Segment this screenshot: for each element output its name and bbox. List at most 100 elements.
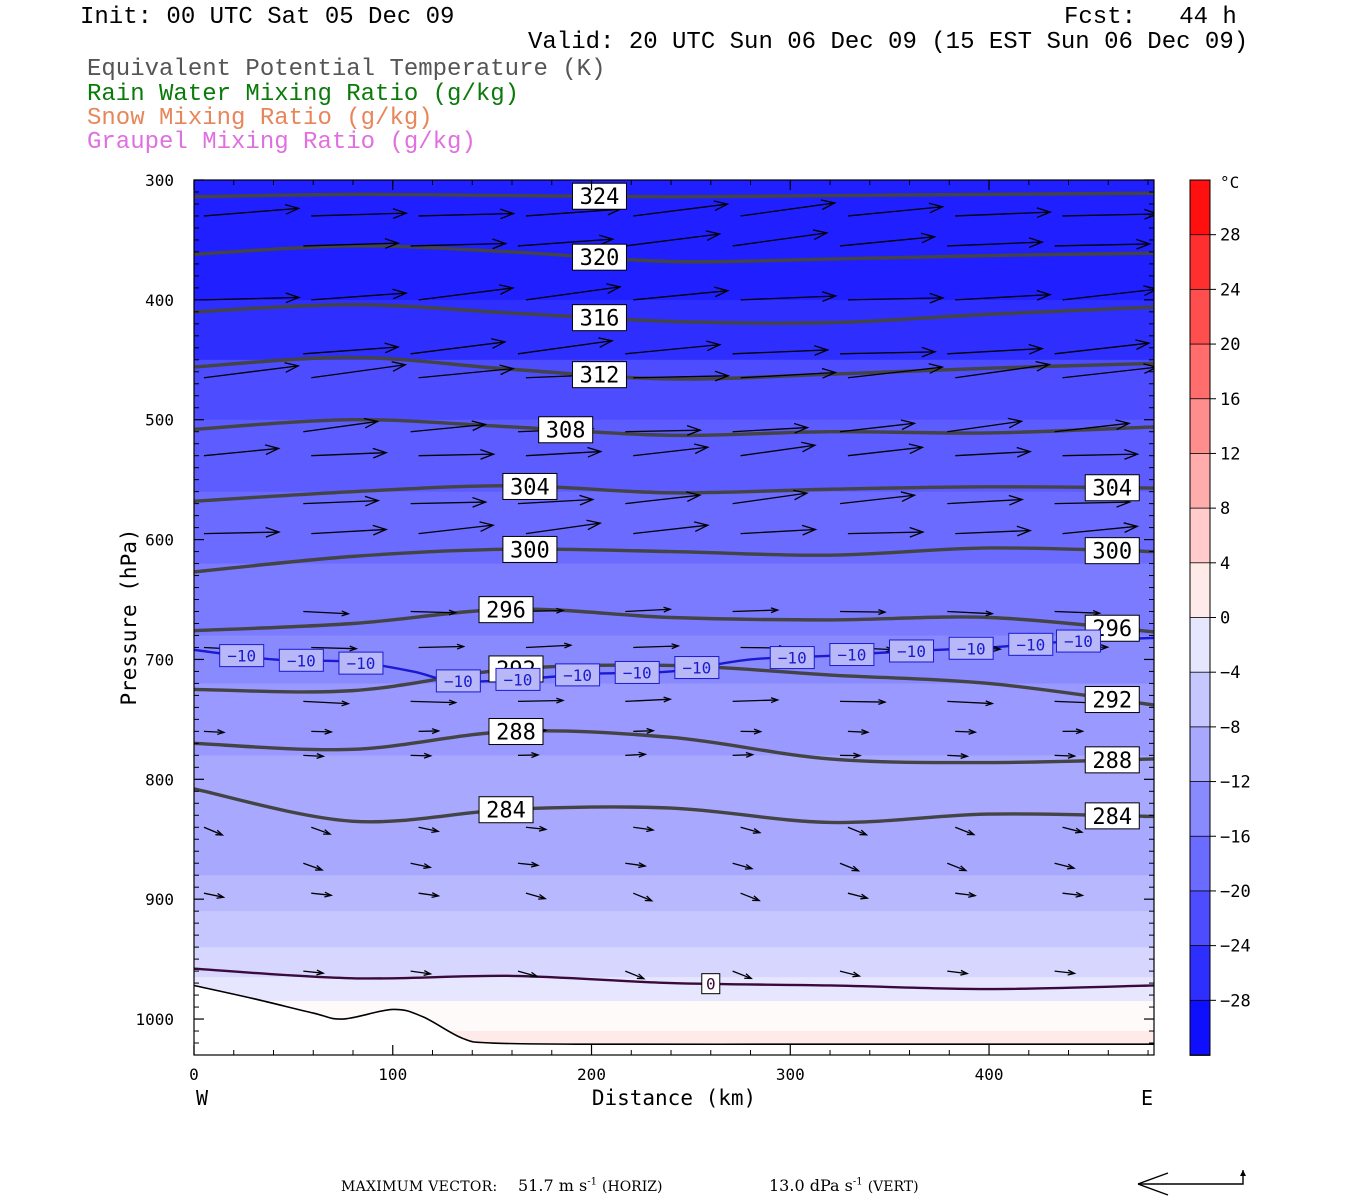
colorbar-tick-label: −12 bbox=[1220, 773, 1251, 793]
wind-vector-head bbox=[1075, 728, 1085, 735]
temperature-band bbox=[194, 875, 1154, 913]
isotherm-label-box bbox=[1008, 632, 1054, 656]
wind-vector-head bbox=[878, 698, 887, 705]
isotherm-label: −10 bbox=[837, 646, 866, 665]
wind-vector-head bbox=[1007, 417, 1024, 429]
wind-vector-head bbox=[770, 697, 780, 704]
wind-vector-head bbox=[472, 496, 488, 508]
wind-vector bbox=[740, 371, 836, 379]
wind-vector bbox=[625, 233, 720, 247]
isotherm-label: −10 bbox=[957, 639, 986, 658]
wind-vector-head bbox=[384, 238, 401, 249]
wind-vector bbox=[732, 492, 807, 505]
wind-vector bbox=[633, 892, 653, 902]
wind-vector-head bbox=[744, 863, 754, 870]
wind-vector bbox=[847, 297, 943, 301]
wind-vector bbox=[740, 202, 835, 217]
legend-graupel: Graupel Mixing Ratio (g/kg) bbox=[87, 129, 476, 156]
wind-vector-head bbox=[499, 364, 516, 376]
wind-vector-head bbox=[499, 284, 515, 295]
wind-vector-head bbox=[579, 494, 595, 506]
theta-e-contour bbox=[194, 191, 1154, 199]
wind-vector bbox=[410, 501, 486, 505]
plot-frame bbox=[193, 179, 1155, 1056]
wind-vector-head bbox=[324, 891, 334, 898]
wind-vector-head bbox=[1028, 237, 1045, 249]
wind-vector-head bbox=[928, 202, 945, 214]
wind-vector bbox=[203, 365, 299, 379]
wind-vector bbox=[525, 208, 621, 217]
wind-vector bbox=[839, 351, 935, 355]
colorbar-swatch bbox=[1189, 179, 1211, 236]
wind-vector bbox=[418, 645, 464, 649]
wind-vector bbox=[525, 450, 601, 457]
wind-vector-head bbox=[284, 204, 301, 215]
wind-vector-head bbox=[500, 208, 516, 220]
x-axis-label: Distance (km) bbox=[592, 1086, 756, 1110]
contour-label: 312 bbox=[580, 364, 620, 389]
wind-vector-head bbox=[480, 448, 496, 460]
wind-vector-head bbox=[1100, 644, 1110, 651]
y-tick-label: 400 bbox=[145, 291, 174, 310]
wind-vector-head bbox=[993, 645, 1003, 652]
wind-vector-head bbox=[538, 825, 548, 832]
temperature-band bbox=[194, 911, 1154, 949]
wind-vector-head bbox=[1123, 522, 1140, 533]
wind-vector bbox=[625, 698, 671, 703]
wind-vector bbox=[525, 286, 621, 301]
contour-label: 284 bbox=[1092, 805, 1132, 830]
wind-vector bbox=[517, 340, 613, 355]
wind-vector-head bbox=[909, 526, 925, 538]
wind-vector-head bbox=[1016, 446, 1033, 458]
colorbar-tick-label: −20 bbox=[1220, 882, 1251, 902]
isotherm-label-box bbox=[889, 639, 935, 663]
wind-vector-head bbox=[264, 444, 281, 456]
wind-vector bbox=[418, 453, 494, 457]
wind-vector bbox=[203, 826, 223, 836]
contour-labels: 3243203163123083043043003002962962922922… bbox=[219, 182, 1140, 995]
temperature-band bbox=[194, 359, 1154, 421]
wind-vector-head bbox=[770, 607, 780, 614]
wind-vector bbox=[947, 754, 968, 757]
wind-vector-head bbox=[341, 700, 351, 707]
colorbar-tick-label: 16 bbox=[1220, 390, 1240, 410]
wind-vector-head bbox=[324, 728, 334, 735]
wind-vector bbox=[625, 608, 671, 613]
wind-vector-head bbox=[284, 362, 301, 373]
wind-vector-head bbox=[821, 367, 838, 379]
wind-vector bbox=[303, 346, 399, 355]
wind-vector bbox=[1054, 243, 1150, 247]
wind-vector-head bbox=[349, 645, 359, 652]
colorbar-swatch bbox=[1189, 288, 1211, 345]
wind-vector bbox=[947, 862, 967, 872]
wind-vector-head bbox=[793, 489, 809, 501]
wind-vector bbox=[303, 610, 349, 615]
y-tick-label: 900 bbox=[145, 890, 174, 909]
contour-label: 296 bbox=[486, 599, 526, 624]
wind-vector-head bbox=[491, 338, 507, 349]
wind-vector bbox=[732, 699, 778, 703]
wind-vector bbox=[1054, 501, 1130, 505]
wind-vector bbox=[847, 730, 868, 733]
contour-label-box bbox=[478, 596, 534, 624]
contour-label: 304 bbox=[510, 475, 550, 500]
wind-vector bbox=[633, 290, 728, 301]
isotherm-label: −10 bbox=[444, 672, 473, 691]
wind-vector bbox=[955, 529, 1031, 535]
contour-label-box bbox=[571, 182, 627, 210]
wind-vector bbox=[1062, 366, 1154, 379]
isotherm-label-box bbox=[435, 669, 481, 693]
wind-vector-head bbox=[392, 288, 408, 300]
wind-vector bbox=[1054, 862, 1075, 869]
wind-vector-head bbox=[714, 370, 731, 382]
temperature-band bbox=[194, 683, 1154, 757]
wind-vector-head bbox=[644, 895, 654, 902]
contour-label-box bbox=[1084, 746, 1140, 774]
wind-vector-head bbox=[1075, 891, 1085, 898]
wind-vector bbox=[410, 242, 506, 247]
wind-vector bbox=[732, 232, 827, 247]
wind-vector-head bbox=[1035, 360, 1052, 372]
wind-vector bbox=[839, 236, 935, 247]
wind-vector-head bbox=[671, 643, 681, 650]
colorbar-swatch bbox=[1189, 781, 1211, 838]
